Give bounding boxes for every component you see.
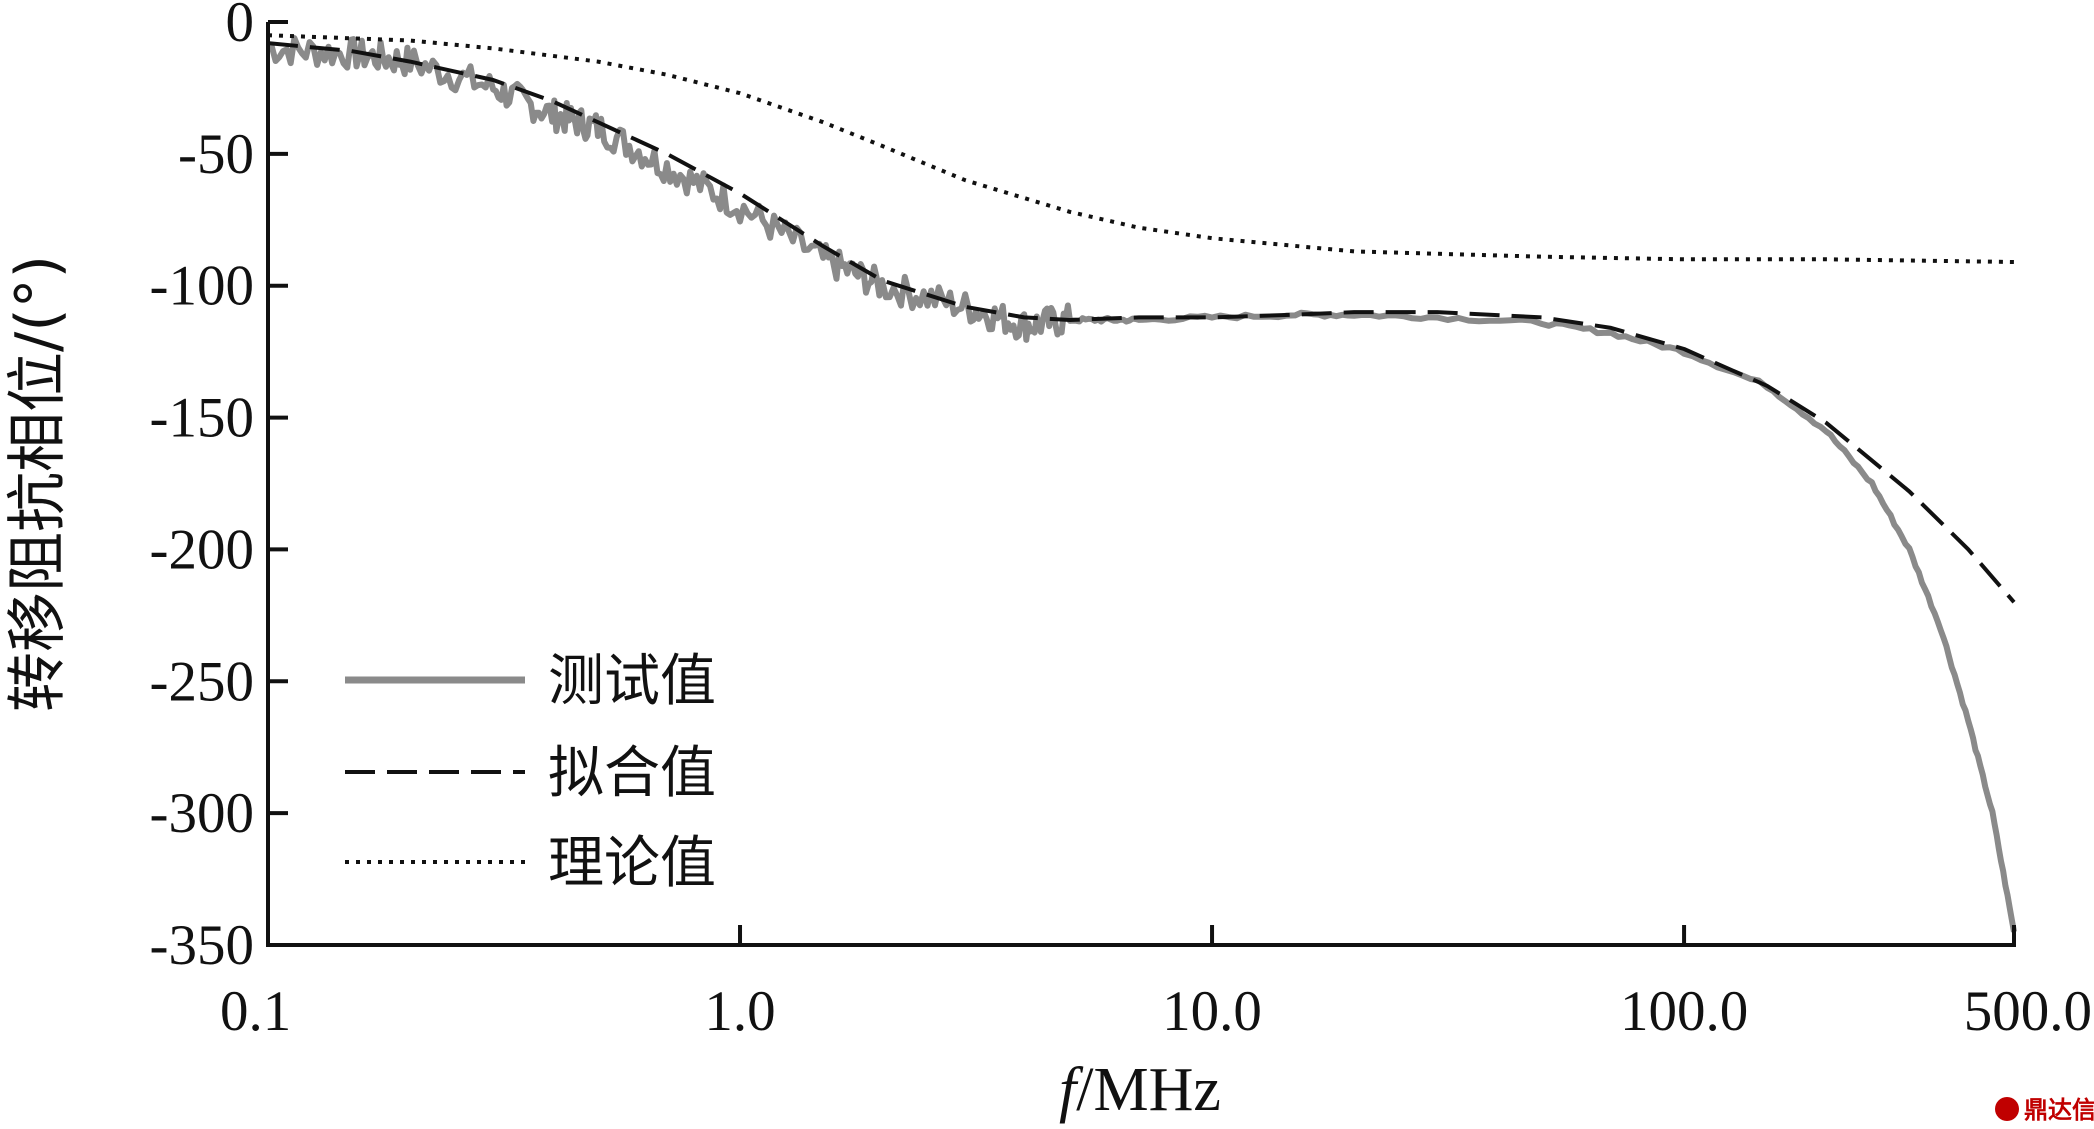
x-tick-label: 1.0: [704, 980, 775, 1043]
x-tick-label: 0.1: [220, 980, 291, 1043]
series-layer: [266, 33, 2017, 933]
watermark-text: 鼎达信: [2024, 1096, 2094, 1124]
series-line-3: [267, 33, 2015, 264]
watermark-logo-icon: [1995, 1097, 2019, 1121]
x-axis-title-unit: /MHz: [1076, 1056, 1221, 1124]
y-tick-label: -50: [178, 123, 254, 186]
watermark: 鼎达信: [1995, 1096, 2094, 1124]
axes-layer: [266, 22, 2016, 947]
x-tick-label: 100.0: [1620, 980, 1748, 1043]
series-line-1: [266, 35, 2017, 933]
y-axis-title: 转移阻抗相位/(°): [3, 255, 73, 712]
y-tick-label: 0: [226, 0, 255, 54]
x-tick-label: 500.0: [1964, 980, 2092, 1043]
y-tick-label: -300: [150, 782, 254, 845]
legend-label: 拟合值: [548, 741, 716, 806]
x-axis-title: f/MHz: [1059, 1056, 1221, 1124]
legend-label: 测试值: [548, 649, 716, 714]
y-tick-label: -250: [150, 650, 254, 713]
y-tick-label: -150: [150, 387, 254, 450]
y-tick-label: -100: [150, 255, 254, 318]
y-tick-label: -350: [150, 914, 254, 977]
x-tick-label: 10.0: [1162, 980, 1262, 1043]
series-line-2: [267, 41, 2016, 604]
y-tick-label: -200: [150, 518, 254, 581]
legend-label: 理论值: [548, 831, 716, 896]
